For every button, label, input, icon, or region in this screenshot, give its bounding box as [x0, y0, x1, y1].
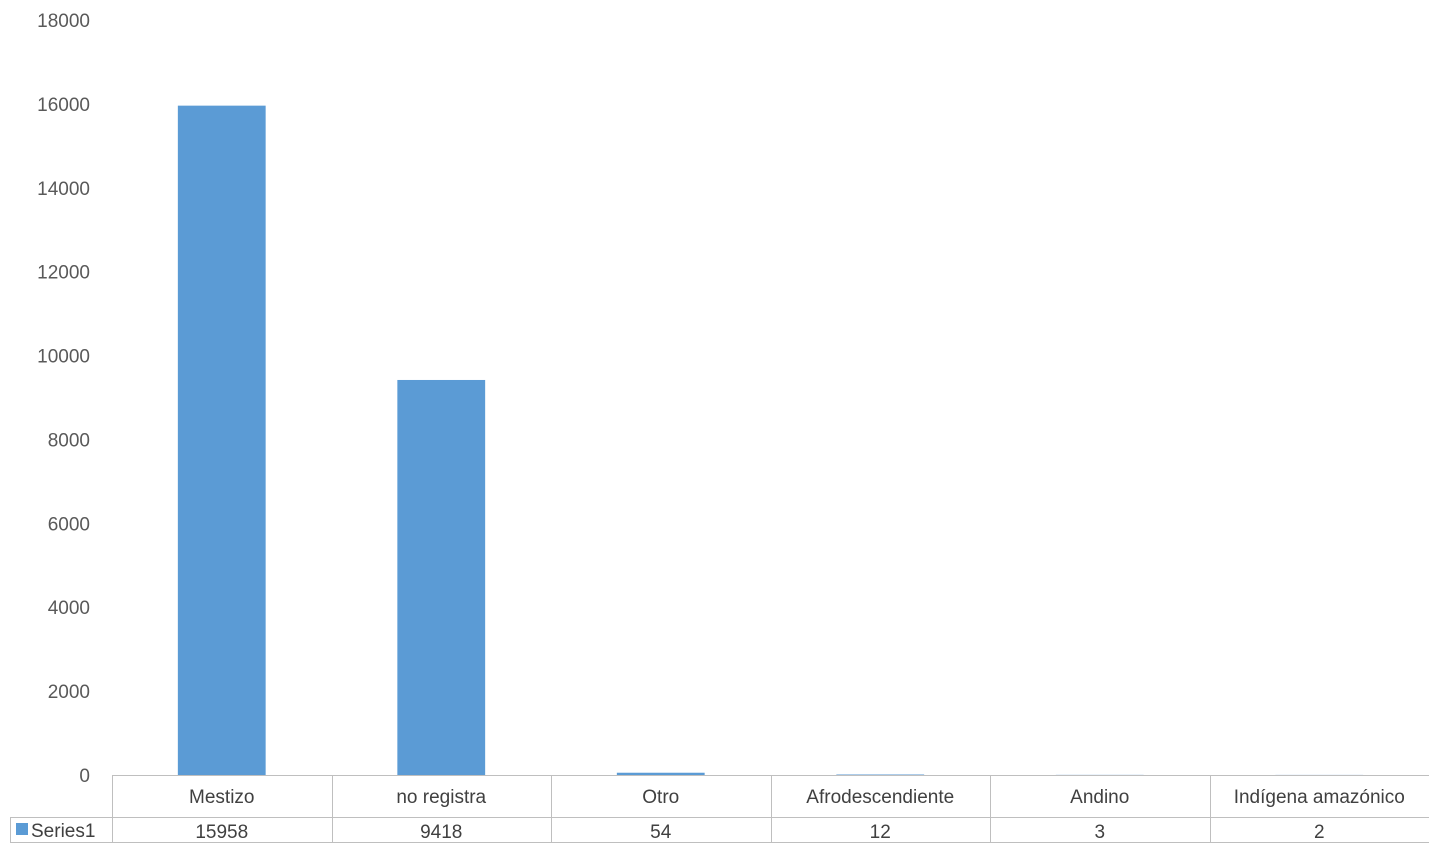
legend-label: Series1: [31, 821, 95, 842]
y-tick-label: 10000: [37, 347, 90, 368]
bar: [397, 379, 486, 775]
data-value-label: 54: [650, 822, 672, 843]
category-label: Indígena amazónico: [1234, 787, 1405, 808]
y-tick-label: 0: [79, 766, 90, 787]
data-value-label: 9418: [420, 822, 462, 843]
legend-swatch: [16, 823, 28, 835]
y-axis: 0 2000 4000 6000 8000 10000 12000 14000 16000 180…: [37, 11, 90, 787]
y-tick-label: 4000: [48, 598, 90, 619]
data-value-label: 2: [1314, 822, 1325, 843]
category-label: Andino: [1070, 787, 1129, 808]
y-tick-label: 14000: [37, 179, 90, 200]
data-table: Mestizo no registra Otro Afrodescendiente An…: [10, 775, 1429, 843]
data-value-label: 15958: [195, 822, 248, 843]
y-tick-label: 8000: [48, 430, 90, 451]
bars: [177, 105, 1364, 776]
category-label: no registra: [396, 787, 486, 808]
y-tick-label: 16000: [37, 95, 90, 116]
category-label: Afrodescendiente: [806, 787, 954, 808]
bar: [177, 105, 266, 775]
y-tick-label: 18000: [37, 11, 90, 32]
data-value-label: 12: [870, 822, 891, 843]
y-tick-label: 6000: [48, 514, 90, 535]
category-label: Mestizo: [189, 787, 254, 808]
bar: [836, 774, 925, 776]
y-tick-label: 12000: [37, 263, 90, 284]
data-value-label: 3: [1094, 822, 1105, 843]
y-tick-label: 2000: [48, 682, 90, 703]
category-label: Otro: [642, 787, 679, 808]
bar: [616, 772, 705, 775]
